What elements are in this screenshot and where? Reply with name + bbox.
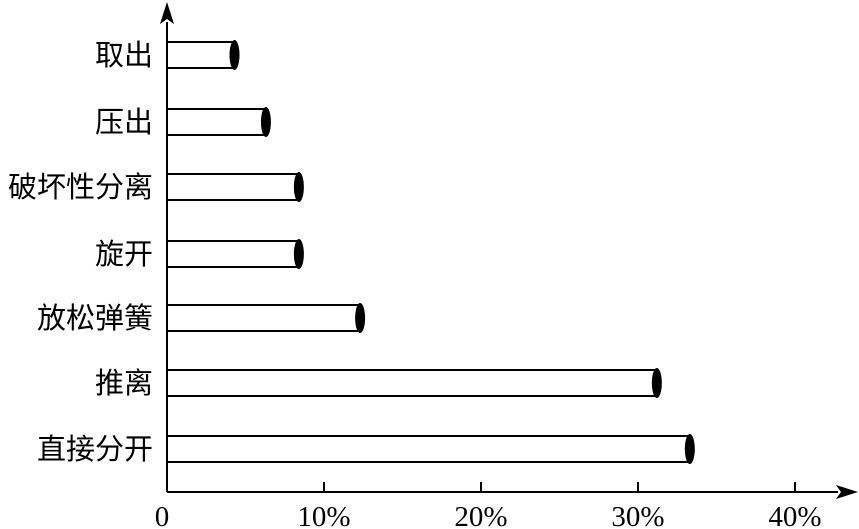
bar <box>166 240 300 268</box>
x-tick-label: 30% <box>611 501 664 529</box>
x-ticks: 0 10% 20% 30% 40% <box>155 482 822 529</box>
bars <box>166 40 695 464</box>
bar <box>166 369 658 397</box>
bar <box>166 435 691 463</box>
bar <box>166 173 300 201</box>
category-label: 破坏性分离 <box>8 170 153 204</box>
bar-end-cap <box>355 303 366 333</box>
bar-end-cap <box>293 239 304 269</box>
x-tick-label: 0 <box>155 501 170 529</box>
bar <box>166 304 362 332</box>
category-label: 推离 <box>95 366 153 400</box>
x-tick-label: 20% <box>454 501 507 529</box>
category-label: 压出 <box>95 105 153 139</box>
bar-end-cap <box>229 40 240 70</box>
bar-end-cap <box>260 107 271 137</box>
x-tick-label: 10% <box>297 501 350 529</box>
x-tick-label: 40% <box>768 501 821 529</box>
category-label: 取出 <box>95 38 153 72</box>
category-label: 旋开 <box>95 237 153 271</box>
x-axis <box>167 485 858 499</box>
bar-end-cap <box>651 368 662 398</box>
category-label: 直接分开 <box>37 432 153 466</box>
bar-end-cap <box>293 172 304 202</box>
bar-end-cap <box>684 434 695 464</box>
y-axis-arrow <box>160 2 174 24</box>
x-axis-arrow <box>836 485 858 499</box>
bar <box>166 108 267 136</box>
bar <box>166 41 236 69</box>
category-label: 放松弹簧 <box>37 301 153 335</box>
